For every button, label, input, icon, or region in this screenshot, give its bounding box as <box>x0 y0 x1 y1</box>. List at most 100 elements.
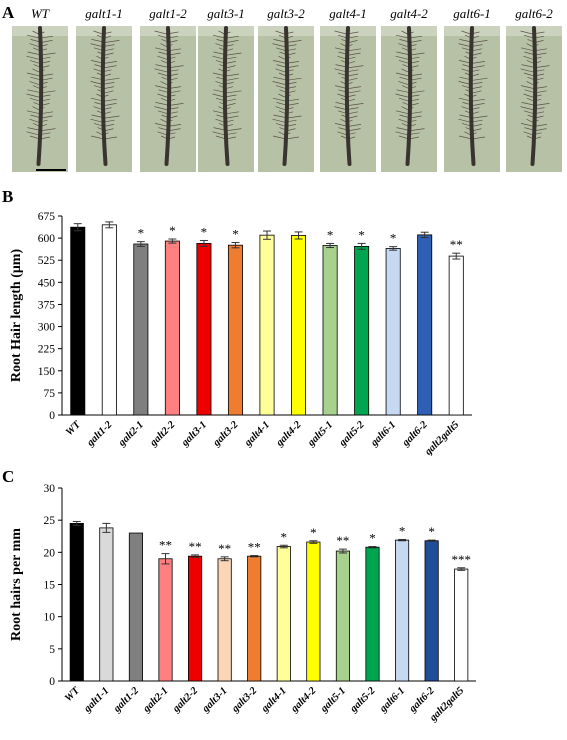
root-hair <box>337 131 347 136</box>
root-hair <box>26 110 41 115</box>
panel-c-label: C <box>2 467 14 486</box>
root-body <box>468 26 476 166</box>
bar-galt1-2 <box>128 532 143 682</box>
photo-label-galt1-1: galt1-1 <box>85 6 123 21</box>
root-hair <box>349 52 361 56</box>
root-photo-galt1-1 <box>76 26 132 172</box>
root-hair <box>278 110 287 115</box>
root-hair <box>398 81 408 85</box>
root-hair <box>26 131 39 136</box>
root-hair <box>278 72 287 77</box>
root-hair <box>401 68 408 73</box>
root-hair <box>29 97 41 102</box>
y-tick-label: 0 <box>49 676 55 688</box>
root-hair <box>105 40 120 43</box>
root-hair <box>395 93 408 98</box>
root-hair <box>90 81 103 85</box>
root-hair <box>349 115 358 119</box>
significance-marker: * <box>281 529 288 544</box>
root-hair <box>275 123 287 127</box>
root-hair <box>287 40 302 43</box>
root-hair <box>160 43 167 47</box>
x-tick-label-galt6-1: galt6-1 <box>377 685 407 715</box>
root-photos-panel: A WT galt1-1 galt1-2 galt3-1 galt3-2 galt4-1 ga… <box>2 3 562 172</box>
root-hair <box>347 73 359 77</box>
significance-marker: * <box>138 226 145 241</box>
root-hair <box>471 98 486 102</box>
x-tick-label-galt6-1: galt6-1 <box>368 419 398 449</box>
root-hair <box>227 40 239 43</box>
significance-marker: * <box>390 231 397 246</box>
root-hair <box>398 60 410 64</box>
x-tick-label-galt5-1: galt5-1 <box>318 685 348 715</box>
root-hair <box>160 97 169 102</box>
root-hair <box>461 30 471 35</box>
x-tick-label-galt5-1: galt5-1 <box>305 419 335 449</box>
root-hairs <box>395 30 425 140</box>
root-hair <box>349 128 361 131</box>
y-tick-label: 225 <box>38 344 56 356</box>
bar-galt3-1 <box>217 558 232 682</box>
root-hair <box>32 30 39 35</box>
significance-marker: ** <box>218 541 231 556</box>
root-hair <box>526 97 535 102</box>
root-hair-length-chart: B 0 75 150 225 300 375 450 525 600 675 Root Hair le… <box>2 187 472 456</box>
root-hair <box>337 55 347 60</box>
root-body <box>282 26 290 166</box>
bar-galt4-1 <box>276 546 291 682</box>
root-hair <box>526 60 535 64</box>
root-hair <box>471 73 480 77</box>
root-hair <box>275 47 287 52</box>
root-hair <box>103 111 112 115</box>
bar-galt2-1 <box>158 558 173 682</box>
root-hair <box>169 103 184 106</box>
root-hair <box>473 40 488 43</box>
bar-galt4-1 <box>259 234 275 416</box>
root-hair <box>218 30 225 35</box>
root-hair <box>535 128 547 131</box>
root-hair <box>471 124 483 127</box>
y-tick-label: 30 <box>44 483 56 495</box>
root-hair <box>526 81 533 85</box>
root-hair <box>278 131 285 136</box>
x-tick-label-galt1-2: galt1-2 <box>84 419 114 449</box>
root-hair <box>93 30 103 35</box>
significance-marker: * <box>369 531 376 546</box>
bar-galt6-1 <box>385 248 401 416</box>
bar-galt6-2 <box>424 540 439 682</box>
root-hair <box>154 30 167 35</box>
y-tick-label: 675 <box>38 211 56 223</box>
root-hair <box>535 103 550 106</box>
root-hair <box>157 110 169 115</box>
root-hair <box>287 128 296 131</box>
root-hair <box>212 55 225 60</box>
root-hair <box>29 118 39 123</box>
root-hair <box>473 65 485 68</box>
root-hair <box>473 77 488 81</box>
significance-marker: *** <box>451 552 471 567</box>
root-hair <box>349 77 358 81</box>
y-tick-label: 300 <box>38 322 56 334</box>
y-axis-label: Root hairs per mm <box>9 528 24 641</box>
photo-label-WT: WT <box>31 6 50 21</box>
bar-galt2-2 <box>164 240 180 416</box>
x-tick-label-galt2-2: galt2-2 <box>170 685 200 715</box>
root-hair <box>26 93 39 98</box>
root-hair <box>398 43 408 47</box>
root-hair <box>471 111 480 115</box>
root-hair <box>160 81 167 85</box>
root-hair <box>458 118 471 123</box>
root-hair <box>464 131 471 136</box>
root-hair <box>473 90 482 94</box>
root-body <box>222 26 230 166</box>
root-hair <box>154 68 167 73</box>
root-hair <box>227 77 239 81</box>
root-hair <box>535 115 544 119</box>
x-tick-label-galt3-2: galt3-2 <box>229 685 259 715</box>
root-hair <box>471 61 486 64</box>
root-hair <box>535 65 550 68</box>
y-tick-label: 525 <box>38 255 56 267</box>
root-hair <box>227 65 236 68</box>
root-hair <box>227 128 242 131</box>
root-hair <box>93 106 103 110</box>
